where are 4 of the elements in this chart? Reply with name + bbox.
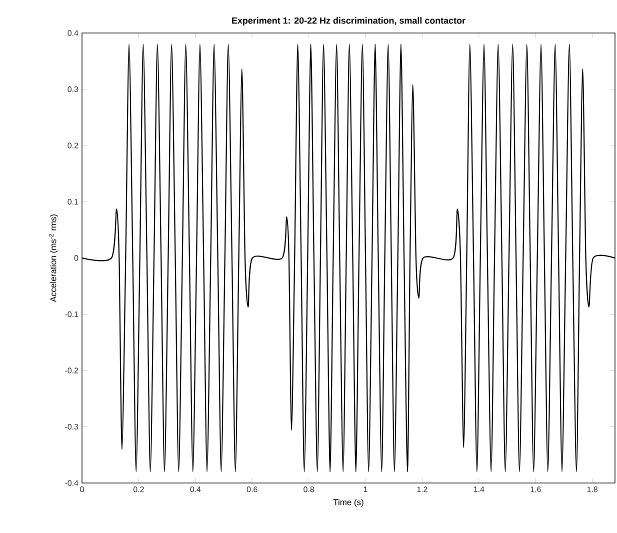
line-series (82, 44, 616, 472)
y-axis-title: Acceleration (ms$^{-2}$ rms) (49, 214, 58, 302)
chart-title: Experiment 1: 20-22 Hz discrimination, small contactor (232, 17, 466, 26)
x-axis-title: Time (s) (333, 499, 364, 507)
